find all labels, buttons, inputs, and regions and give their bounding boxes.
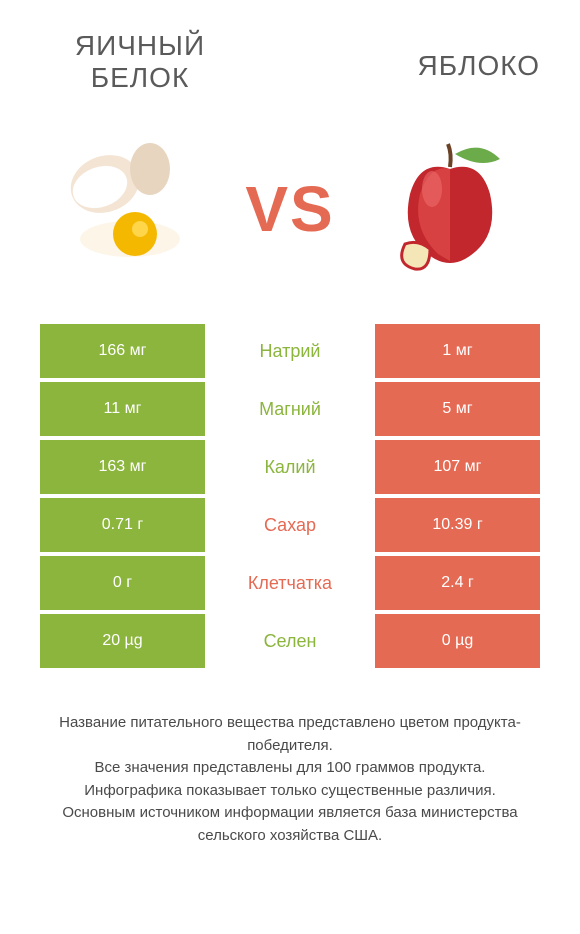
value-right: 2.4 г [375, 556, 540, 610]
images-row: VS [0, 104, 580, 324]
footnote-line: Инфографика показывает только существенн… [30, 780, 550, 803]
table-row: 20 µgСелен0 µg [40, 614, 540, 668]
vs-label: VS [245, 172, 334, 246]
value-left: 20 µg [40, 614, 205, 668]
egg-icon [40, 119, 220, 299]
apple-icon [360, 119, 540, 299]
value-left: 163 мг [40, 440, 205, 494]
value-right: 107 мг [375, 440, 540, 494]
footnote: Название питательного вещества представл… [0, 672, 580, 867]
value-left: 0 г [40, 556, 205, 610]
value-right: 10.39 г [375, 498, 540, 552]
nutrient-label: Сахар [205, 498, 375, 552]
nutrient-label: Магний [205, 382, 375, 436]
table-row: 163 мгКалий107 мг [40, 440, 540, 494]
title-left: ЯИЧНЫЙ БЕЛОК [40, 30, 240, 94]
value-left: 0.71 г [40, 498, 205, 552]
table-row: 0.71 гСахар10.39 г [40, 498, 540, 552]
nutrient-label: Клетчатка [205, 556, 375, 610]
table-row: 0 гКлетчатка2.4 г [40, 556, 540, 610]
title-right: ЯБЛОКО [340, 30, 540, 82]
footnote-line: Все значения представлены для 100 граммо… [30, 757, 550, 780]
value-right: 0 µg [375, 614, 540, 668]
table-row: 11 мгМагний5 мг [40, 382, 540, 436]
comparison-table: 166 мгНатрий1 мг11 мгМагний5 мг163 мгКал… [0, 324, 580, 668]
nutrient-label: Натрий [205, 324, 375, 378]
value-right: 5 мг [375, 382, 540, 436]
value-right: 1 мг [375, 324, 540, 378]
value-left: 11 мг [40, 382, 205, 436]
nutrient-label: Калий [205, 440, 375, 494]
value-left: 166 мг [40, 324, 205, 378]
nutrient-label: Селен [205, 614, 375, 668]
footnote-line: Название питательного вещества представл… [30, 712, 550, 757]
footnote-line: Основным источником информации является … [30, 802, 550, 847]
header: ЯИЧНЫЙ БЕЛОК ЯБЛОКО [0, 0, 580, 104]
table-row: 166 мгНатрий1 мг [40, 324, 540, 378]
